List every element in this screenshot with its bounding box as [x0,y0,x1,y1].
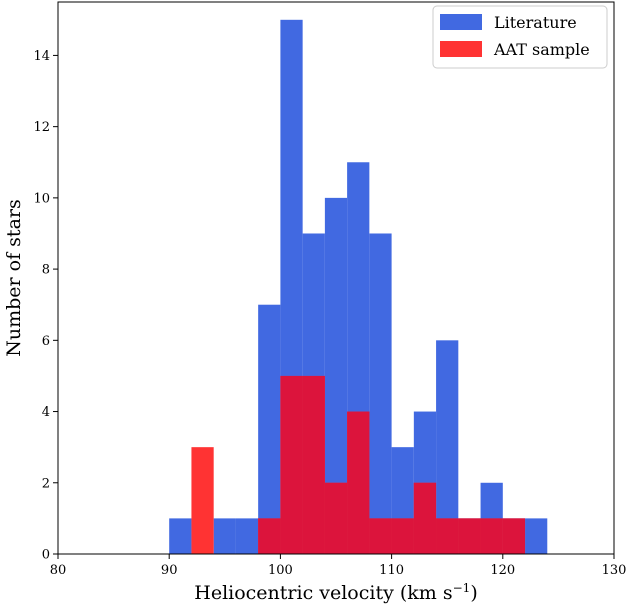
y-tick-label: 4 [42,405,50,420]
y-tick-label: 12 [33,120,50,135]
x-tick-label: 100 [268,563,293,578]
literature-bar [369,233,392,554]
overlap-bar [302,375,325,554]
overlap-bar [369,518,392,554]
aat-sample-bar [191,447,214,554]
x-axis-label-sup: −1 [453,581,471,595]
overlap-bar [458,518,481,554]
y-tick-label: 6 [42,334,50,349]
plot-frame [57,1,615,555]
x-tick-label: 90 [161,563,178,578]
literature-bar [213,518,236,554]
legend: Literature AAT sample [432,5,608,69]
literature-bar [169,518,192,554]
overlap-bar [502,518,526,554]
literature-bar [235,518,259,554]
x-tick-label: 130 [602,563,626,578]
x-axis-label: Heliocentric velocity (km s−1) [194,581,477,604]
overlap-bars [258,375,526,554]
x-tick-label: 110 [379,563,404,578]
y-axis-label: Number of stars [3,199,25,356]
overlap-bar [391,518,414,554]
literature-bar [525,518,548,554]
literature-bar [258,304,281,554]
y-tick-label: 2 [42,476,50,491]
overlap-bar [324,482,348,554]
overlap-bar [347,411,370,554]
overlap-bar [280,375,303,554]
legend-swatch-literature [440,14,482,30]
x-tick-label: 80 [50,563,67,578]
legend-swatch-aat-sample [440,41,482,57]
legend-label-aat-sample: AAT sample [493,40,590,59]
x-axis-label-close: ) [470,582,477,604]
y-tick-label: 14 [33,49,50,64]
literature-bar [436,340,459,554]
y-tick-label: 8 [42,263,50,278]
legend-label-literature: Literature [494,13,577,32]
overlap-bar [436,518,459,554]
y-tick-label: 10 [33,191,50,206]
overlap-bar [413,482,437,554]
overlap-bar [480,518,503,554]
x-tick-label: 120 [490,563,515,578]
literature-bar [324,197,348,554]
y-tick-label: 0 [42,548,50,563]
axis-ticks: 80 90 100 110 120 130 0 2 4 6 8 10 12 14 [33,49,626,578]
x-axis-label-main: Heliocentric velocity (km s [194,582,452,604]
overlap-bar [258,518,281,554]
